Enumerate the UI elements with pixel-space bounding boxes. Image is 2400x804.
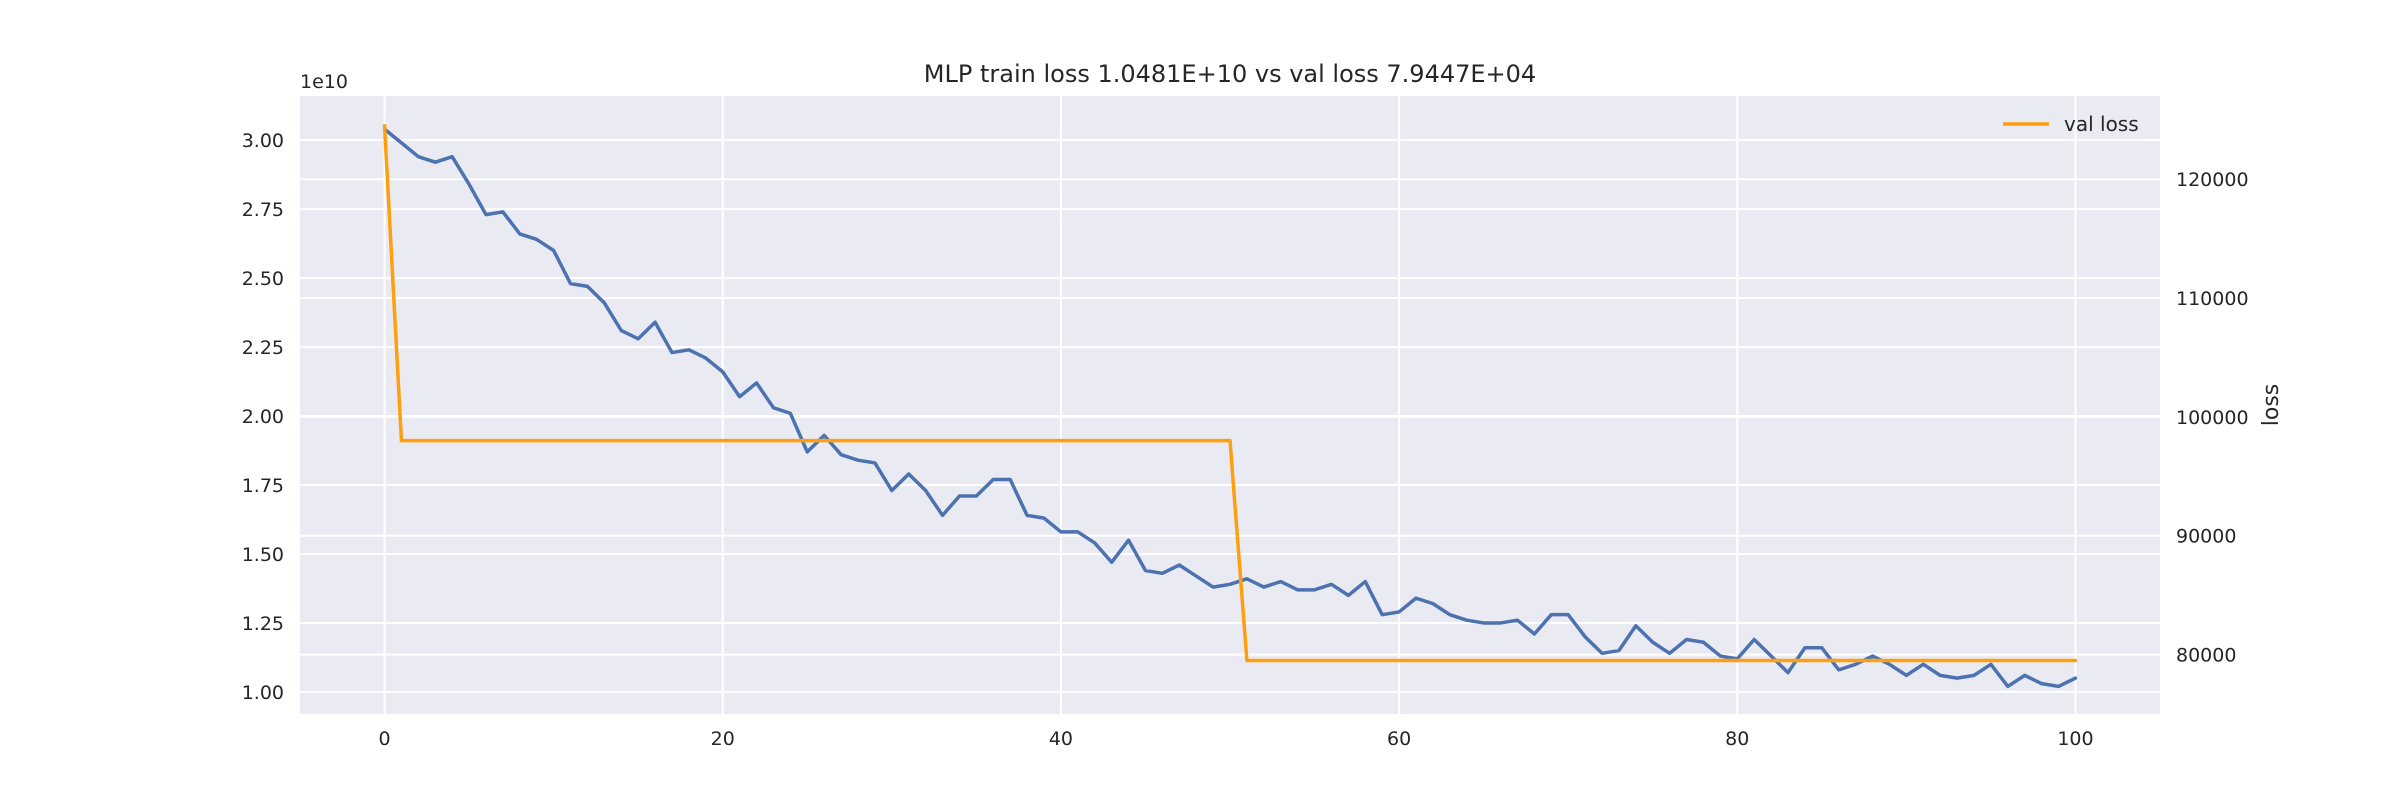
x-tick-label: 40 (1049, 728, 1073, 750)
left-y-tick-label: 2.00 (242, 406, 284, 428)
x-tick-label: 80 (1725, 728, 1749, 750)
left-y-tick-label: 2.25 (242, 337, 284, 359)
right-y-axis-label: loss (2259, 384, 2284, 427)
left-y-tick-label: 1.75 (242, 475, 284, 497)
grid-lines (300, 96, 2160, 714)
legend-label-val-loss: val loss (2064, 112, 2139, 136)
left-y-tick-label: 1.00 (242, 682, 284, 704)
series-lines (382, 123, 2078, 689)
x-tick-label: 60 (1387, 728, 1411, 750)
right-y-tick-label: 120000 (2176, 169, 2249, 191)
x-tick-label: 0 (378, 728, 390, 750)
legend: val loss (2003, 112, 2139, 136)
val-loss-line (382, 123, 2078, 663)
right-y-tick-label: 100000 (2176, 407, 2249, 429)
right-y-tick-label: 90000 (2176, 526, 2236, 548)
left-y-tick-label: 3.00 (242, 130, 284, 152)
y-offset-label: 1e10 (300, 71, 348, 93)
right-y-tick-label: 110000 (2176, 288, 2249, 310)
left-y-tick-label: 2.50 (242, 268, 284, 290)
right-y-tick-label: 80000 (2176, 645, 2236, 667)
left-y-tick-labels: 1.00 1.25 1.50 1.75 2.00 2.25 2.50 2.75 3.00 (242, 130, 284, 704)
left-y-tick-label: 2.75 (242, 199, 284, 221)
chart-title: MLP train loss 1.0481E+10 vs val loss 7.… (924, 60, 1536, 88)
plot-background (300, 96, 2160, 714)
left-y-tick-label: 1.25 (242, 613, 284, 635)
right-y-tick-labels: 80000 90000 100000 110000 120000 (2176, 169, 2249, 666)
train-loss-line (382, 127, 2078, 689)
x-tick-label: 100 (2057, 728, 2093, 750)
x-tick-label: 20 (711, 728, 735, 750)
left-y-tick-label: 1.50 (242, 544, 284, 566)
x-tick-labels: 0 20 40 60 80 100 (378, 728, 2093, 750)
